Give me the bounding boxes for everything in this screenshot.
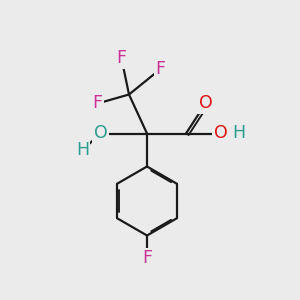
Text: F: F bbox=[155, 60, 166, 78]
Text: F: F bbox=[142, 249, 152, 267]
Text: O: O bbox=[199, 94, 212, 112]
Text: O: O bbox=[214, 124, 227, 142]
Text: F: F bbox=[116, 50, 127, 68]
Text: F: F bbox=[92, 94, 103, 112]
Text: H: H bbox=[232, 124, 245, 142]
Text: H: H bbox=[76, 141, 89, 159]
Text: O: O bbox=[94, 124, 107, 142]
